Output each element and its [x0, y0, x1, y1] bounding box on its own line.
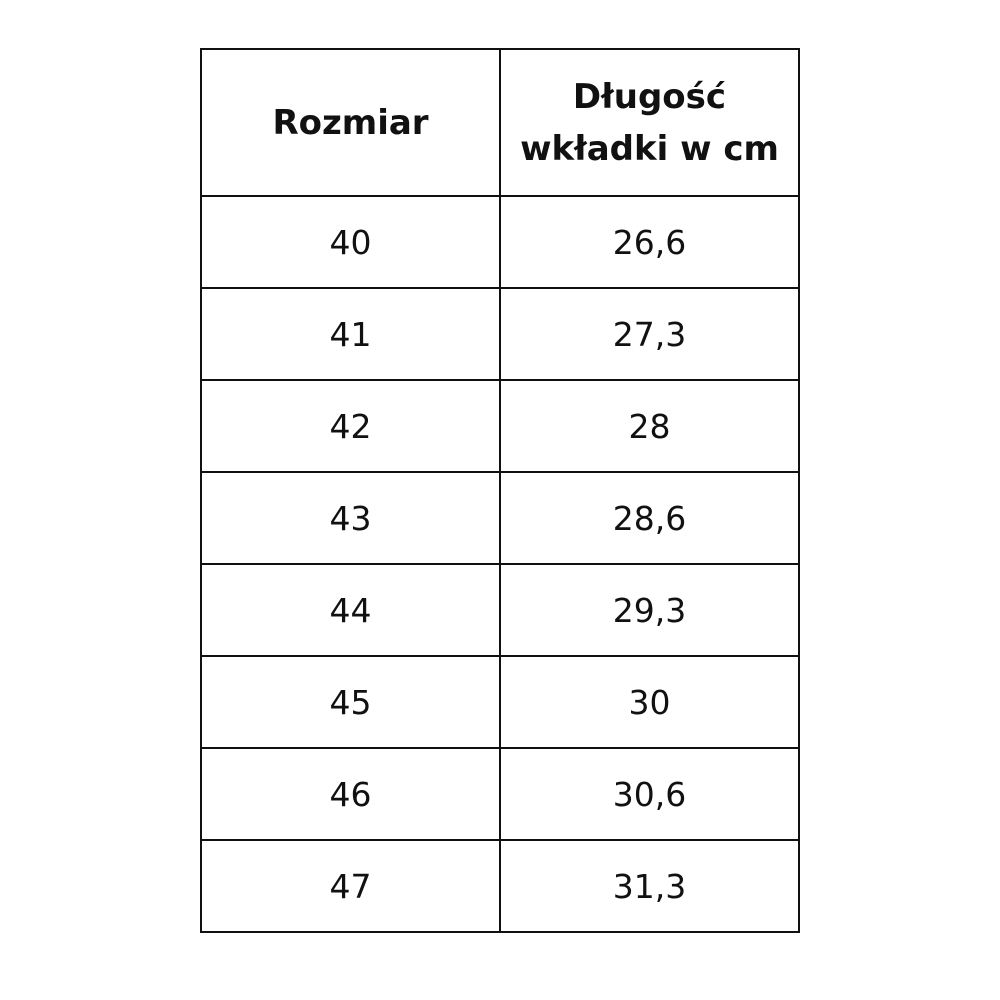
size-cell: 45	[200, 655, 501, 749]
size-cell: 41	[200, 287, 501, 381]
table-body: 40 26,6 41 27,3 42 28 43 28,6 44 29,3 45 30 46 30,6 47…	[200, 195, 800, 933]
table-row: 42 28	[200, 379, 800, 473]
header-insole-length-line2: wkładki w cm	[520, 128, 779, 169]
length-cell: 26,6	[499, 195, 800, 289]
length-cell: 31,3	[499, 839, 800, 933]
header-size: Rozmiar	[200, 48, 501, 197]
length-cell: 28	[499, 379, 800, 473]
size-table: Rozmiar Długość wkładki w cm 40 26,6 41 27,…	[200, 48, 800, 933]
table-row: 45 30	[200, 655, 800, 749]
size-cell: 43	[200, 471, 501, 565]
table-row: 40 26,6	[200, 195, 800, 289]
table-row: 47 31,3	[200, 839, 800, 933]
length-cell: 30,6	[499, 747, 800, 841]
header-insole-length-line1: Długość	[572, 76, 727, 117]
table-row: 41 27,3	[200, 287, 800, 381]
table-row: 43 28,6	[200, 471, 800, 565]
header-insole-length: Długość wkładki w cm	[499, 48, 800, 197]
size-cell: 47	[200, 839, 501, 933]
size-cell: 46	[200, 747, 501, 841]
length-cell: 28,6	[499, 471, 800, 565]
length-cell: 27,3	[499, 287, 800, 381]
size-cell: 40	[200, 195, 501, 289]
length-cell: 29,3	[499, 563, 800, 657]
size-cell: 42	[200, 379, 501, 473]
header-row: Rozmiar Długość wkładki w cm	[200, 48, 800, 197]
length-cell: 30	[499, 655, 800, 749]
size-cell: 44	[200, 563, 501, 657]
table-row: 44 29,3	[200, 563, 800, 657]
table-row: 46 30,6	[200, 747, 800, 841]
